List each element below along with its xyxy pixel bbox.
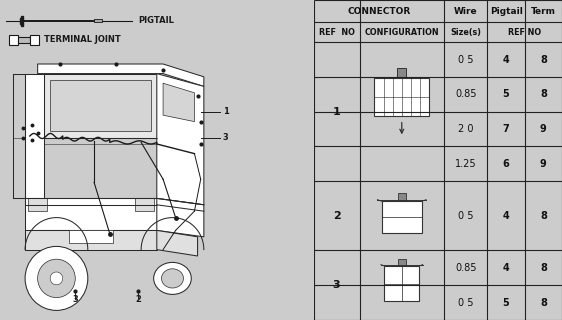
Text: 5: 5 — [503, 298, 510, 308]
Text: Size(s): Size(s) — [450, 28, 481, 37]
Text: 6: 6 — [503, 159, 510, 169]
Ellipse shape — [153, 262, 191, 294]
Polygon shape — [25, 230, 157, 250]
Text: 1: 1 — [223, 108, 229, 116]
Bar — [21, 16, 22, 18]
Text: 0.85: 0.85 — [455, 89, 477, 99]
Text: PIGTAIL: PIGTAIL — [138, 16, 174, 25]
Text: CONNECTOR: CONNECTOR — [347, 7, 410, 16]
Circle shape — [50, 272, 63, 285]
Text: 4: 4 — [503, 263, 510, 273]
Text: CONFIGURATION: CONFIGURATION — [365, 28, 439, 37]
Text: 5: 5 — [503, 89, 510, 99]
Bar — [69, 230, 113, 243]
Polygon shape — [163, 83, 194, 122]
Text: 7: 7 — [503, 124, 510, 134]
Polygon shape — [157, 74, 204, 205]
Text: 9: 9 — [540, 124, 547, 134]
Polygon shape — [157, 198, 204, 237]
Text: 2: 2 — [333, 211, 341, 221]
Text: 0 5: 0 5 — [458, 298, 474, 308]
Text: 4: 4 — [503, 54, 510, 65]
Text: 4: 4 — [503, 211, 510, 221]
Polygon shape — [50, 80, 151, 131]
Text: 8: 8 — [540, 89, 547, 99]
Bar — [397, 68, 406, 78]
Text: Wire: Wire — [454, 7, 478, 16]
Bar — [30, 35, 39, 45]
Text: 0 5: 0 5 — [458, 211, 474, 221]
Bar — [21, 24, 22, 26]
Text: 2 0: 2 0 — [458, 124, 474, 134]
Text: REF NO: REF NO — [508, 28, 541, 37]
Ellipse shape — [161, 269, 183, 288]
Text: 8: 8 — [540, 263, 547, 273]
Circle shape — [25, 246, 88, 310]
Bar — [374, 78, 429, 116]
Polygon shape — [44, 74, 157, 138]
Polygon shape — [157, 230, 198, 256]
Text: Pigtail: Pigtail — [490, 7, 523, 16]
Text: 8: 8 — [540, 298, 547, 308]
Circle shape — [38, 259, 75, 298]
Text: TERMINAL JOINT: TERMINAL JOINT — [44, 36, 121, 44]
Text: 3: 3 — [223, 133, 228, 142]
Bar — [382, 201, 422, 233]
Bar — [28, 198, 47, 211]
Text: 3: 3 — [333, 280, 341, 290]
Text: 3: 3 — [72, 295, 78, 304]
Text: 1: 1 — [333, 107, 341, 117]
Text: 8: 8 — [540, 211, 547, 221]
Text: 0 5: 0 5 — [458, 54, 474, 65]
Text: REF  NO: REF NO — [319, 28, 355, 37]
Text: 9: 9 — [540, 159, 547, 169]
Bar — [18, 37, 30, 43]
Text: 0.85: 0.85 — [455, 263, 477, 273]
Bar — [10, 35, 18, 45]
Text: 2: 2 — [135, 295, 141, 304]
Polygon shape — [25, 74, 44, 198]
Text: 1.25: 1.25 — [455, 159, 477, 169]
Text: Term: Term — [531, 7, 556, 16]
Polygon shape — [38, 64, 204, 86]
Bar — [94, 19, 102, 22]
Polygon shape — [25, 198, 157, 230]
Bar — [20, 18, 23, 24]
Bar — [384, 266, 419, 301]
Bar — [135, 198, 153, 211]
Bar — [398, 193, 406, 200]
Bar — [398, 259, 406, 265]
Text: 8: 8 — [540, 54, 547, 65]
